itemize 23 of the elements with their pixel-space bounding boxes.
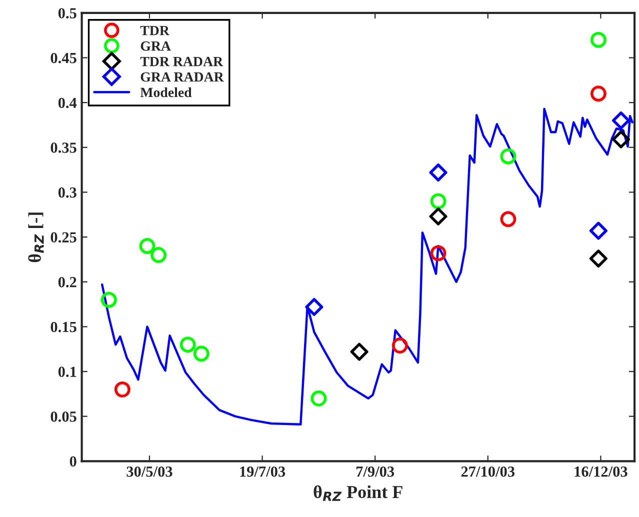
y-tick-label: 0.2	[58, 277, 76, 288]
x-tick-label: 30/5/03	[126, 466, 172, 477]
x-tick-label: 19/7/03	[240, 466, 286, 477]
y-tick-label: 0.05	[50, 411, 76, 422]
x-tick-label: 7/9/03	[356, 466, 394, 477]
legend-label: Modeled	[140, 87, 192, 98]
y-tick-label: 0.35	[50, 142, 76, 153]
y-tick-label: 0.25	[50, 232, 76, 243]
x-axis-title: θ$_{RZ}$ Point F	[314, 485, 402, 501]
y-axis-title: θ$_{RZ}$ [-]	[28, 212, 44, 262]
y-tick-label: 0.15	[50, 322, 76, 332]
y-tick-label: 0.3	[58, 187, 76, 198]
x-tick-label: 16/12/03	[574, 466, 628, 477]
legend-label: TDR RADAR	[140, 56, 224, 66]
y-tick-label: 0.4	[58, 98, 77, 108]
legend-label: TDR	[140, 26, 170, 36]
y-tick-label: 0.1	[58, 366, 76, 378]
x-tick-label: 27/10/03	[461, 466, 515, 477]
y-tick-label: 0.5	[58, 8, 76, 18]
legend-label: GRA RADAR	[140, 72, 224, 82]
legend-label: GRA	[140, 41, 171, 51]
y-tick-label: 0.45	[50, 52, 76, 64]
y-tick-label: 0	[70, 456, 76, 467]
